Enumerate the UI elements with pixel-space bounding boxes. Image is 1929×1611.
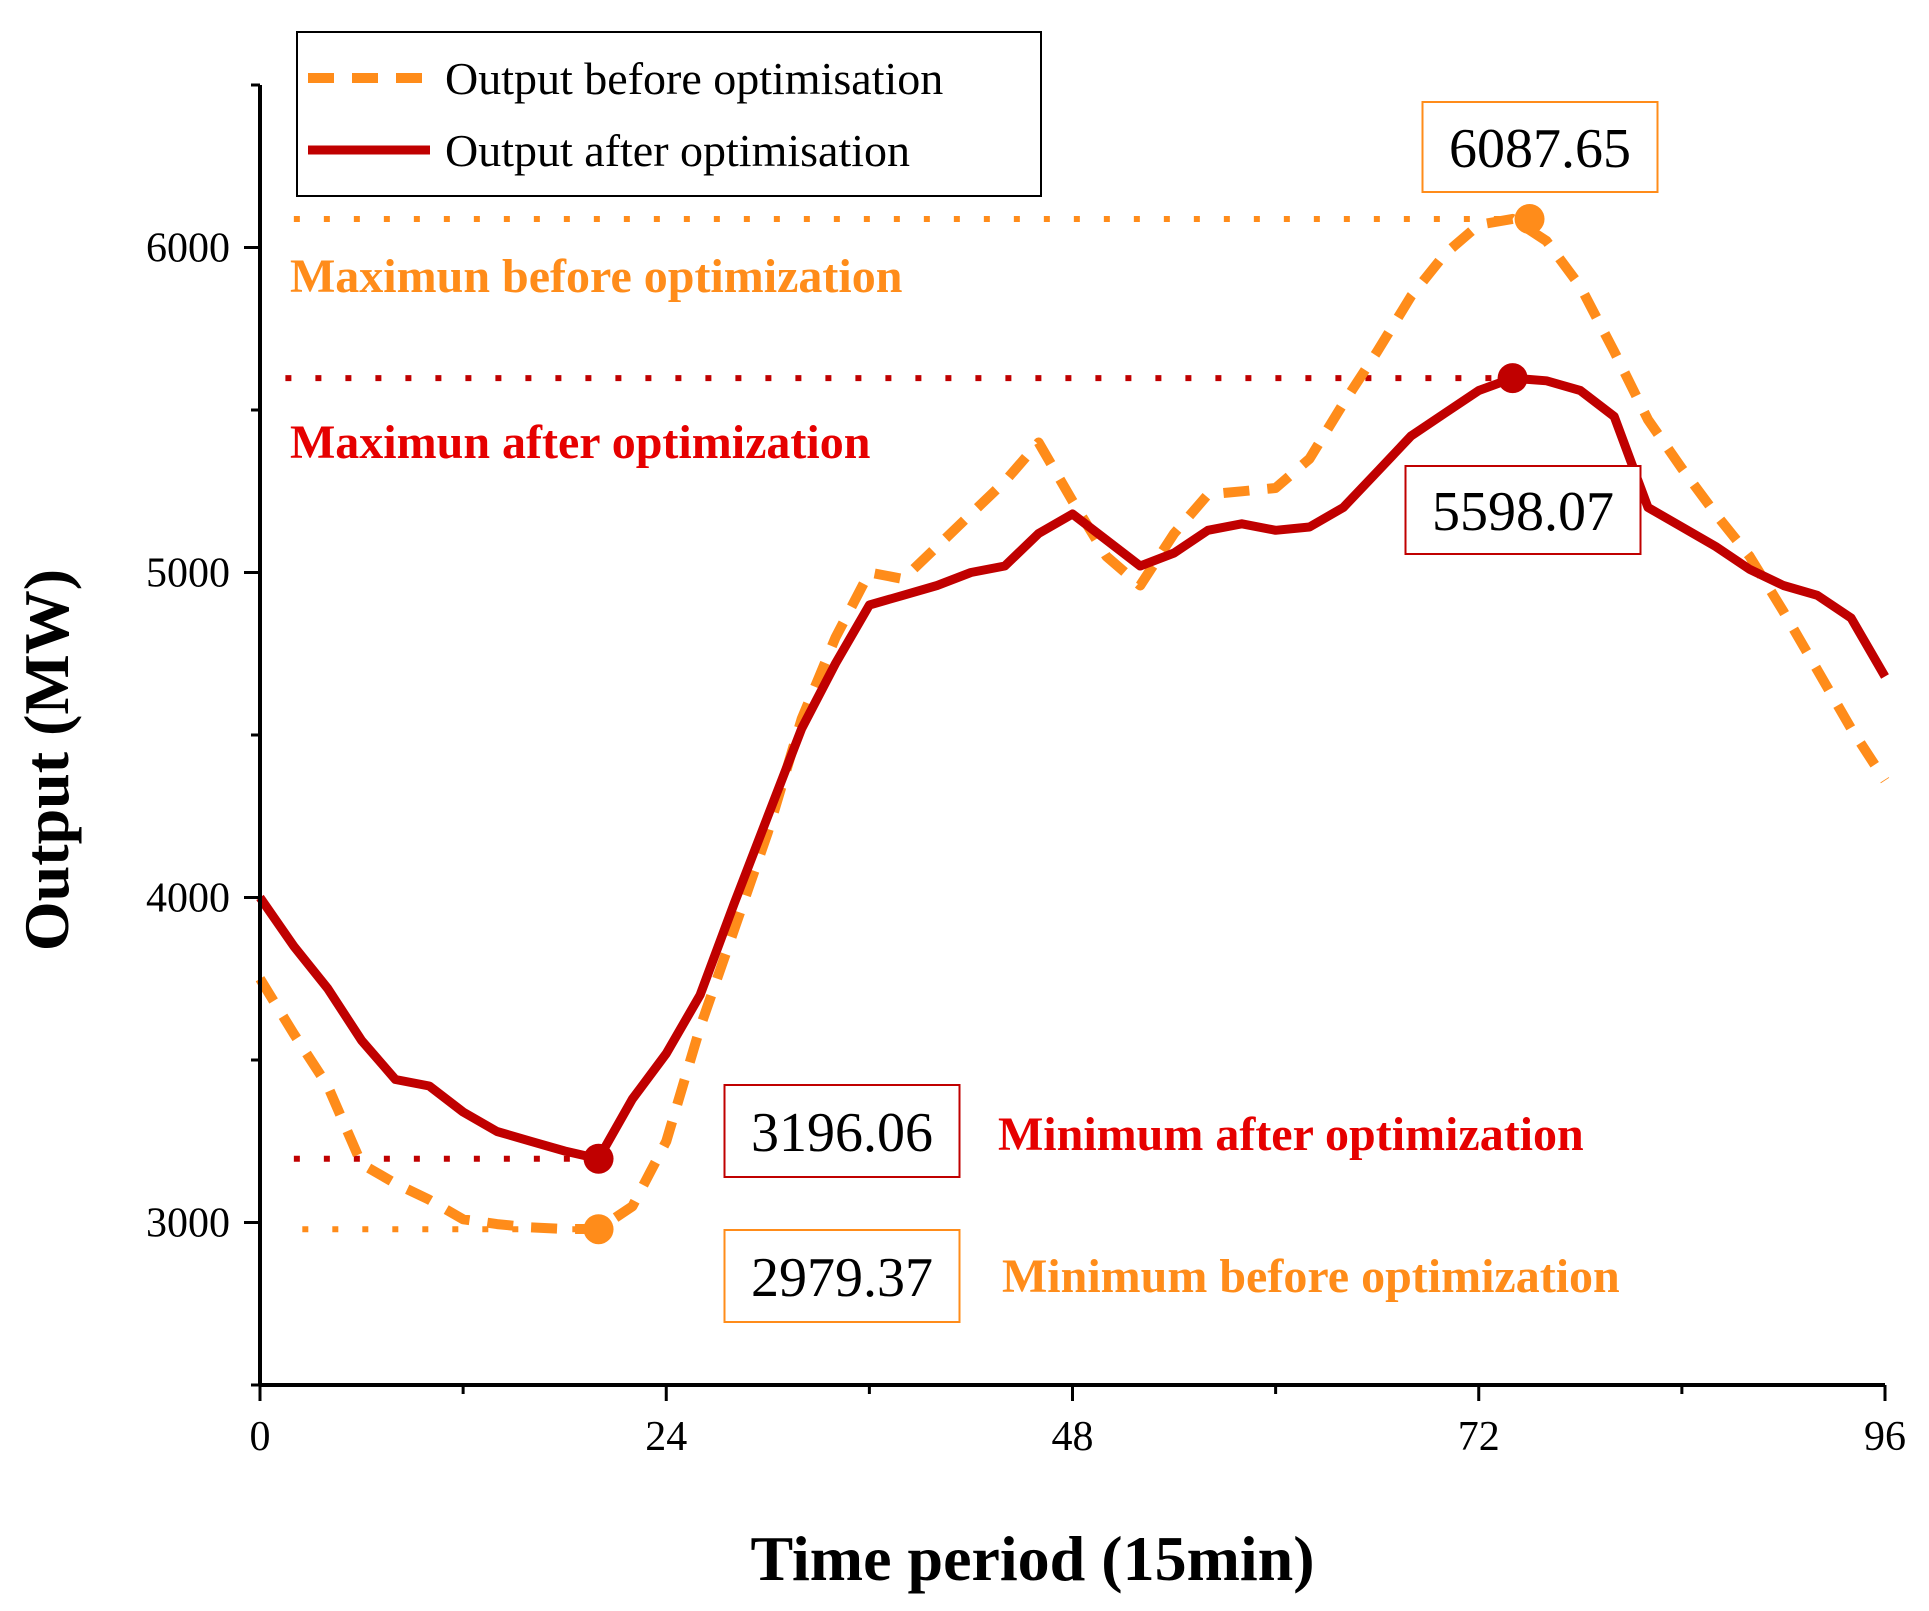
legend: Output before optimisation Output after … — [296, 31, 1042, 197]
x-axis-title: Time period (15min) — [750, 1523, 1314, 1594]
min-after-marker — [583, 1143, 614, 1174]
min-before-value-box — [723, 1229, 961, 1323]
max-after-marker — [1497, 363, 1528, 394]
max-after-value: 5598.07 — [1432, 481, 1614, 543]
y-tick-label: 5000 — [146, 551, 230, 597]
series-layer — [255, 204, 1890, 1245]
x-tick-label: 72 — [1458, 1414, 1500, 1460]
series-before-line — [255, 213, 1890, 1234]
min-after-value: 3196.06 — [751, 1102, 933, 1164]
legend-entry-after: Output after optimisation — [445, 125, 910, 176]
x-tick-label: 0 — [250, 1414, 271, 1460]
min-after-label: Minimum after optimization — [998, 1108, 1584, 1161]
min-before-marker — [583, 1214, 614, 1245]
reference-lines — [285, 216, 1530, 1233]
max-before-value: 6087.65 — [1449, 118, 1631, 180]
series-after-line — [256, 373, 1889, 1164]
legend-box — [296, 31, 1042, 197]
x-tick-label: 48 — [1052, 1414, 1094, 1460]
ticks: 0 24 48 72 96 3000 4000 5000 6000 — [146, 83, 1906, 1460]
y-tick-label: 3000 — [146, 1201, 230, 1247]
max-after-value-box — [1404, 465, 1642, 555]
y-tick-label: 4000 — [146, 876, 230, 922]
min-before-value: 2979.37 — [751, 1247, 933, 1309]
x-tick-label: 96 — [1864, 1414, 1906, 1460]
max-before-label: Maximun before optimization — [290, 250, 902, 303]
max-after-label: Maximun after optimization — [290, 416, 870, 469]
min-before-label: Minimum before optimization — [1002, 1250, 1620, 1303]
y-axis-title: Output (MW) — [11, 569, 82, 951]
min-after-value-box — [723, 1084, 961, 1178]
max-before-marker — [1514, 204, 1545, 235]
max-before-value-box — [1421, 101, 1659, 193]
legend-entry-before: Output before optimisation — [445, 53, 943, 104]
x-tick-label: 24 — [645, 1414, 687, 1460]
y-tick-label: 6000 — [146, 226, 230, 272]
